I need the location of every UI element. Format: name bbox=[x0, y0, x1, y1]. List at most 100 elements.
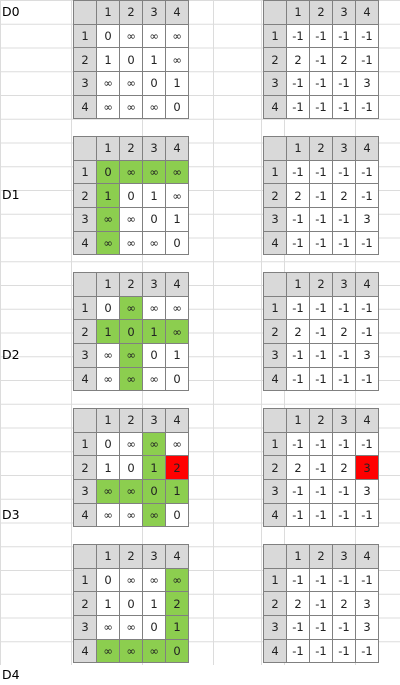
row-header-cell[interactable]: 4 bbox=[263, 366, 287, 392]
path-cell[interactable]: -1 bbox=[332, 638, 356, 664]
column-header-cell[interactable]: 1 bbox=[96, 136, 120, 161]
distance-cell[interactable]: 0 bbox=[165, 638, 189, 664]
row-header-cell[interactable]: 3 bbox=[263, 207, 287, 232]
distance-cell[interactable]: ∞ bbox=[119, 94, 143, 120]
distance-cell[interactable]: ∞ bbox=[165, 567, 189, 593]
path-cell[interactable]: -1 bbox=[309, 183, 333, 209]
distance-cell[interactable]: 0 bbox=[96, 159, 120, 185]
path-cell[interactable]: -1 bbox=[309, 319, 333, 345]
corner-cell[interactable] bbox=[263, 136, 287, 161]
column-header-cell[interactable]: 1 bbox=[96, 0, 120, 25]
row-header-cell[interactable]: 4 bbox=[73, 638, 97, 664]
path-cell[interactable]: 2 bbox=[332, 455, 356, 481]
row-header-cell[interactable]: 2 bbox=[263, 319, 287, 345]
path-cell[interactable]: -1 bbox=[355, 431, 379, 457]
path-cell[interactable]: 2 bbox=[332, 319, 356, 345]
corner-cell[interactable] bbox=[73, 0, 97, 25]
distance-cell[interactable]: 1 bbox=[96, 319, 120, 345]
distance-cell[interactable]: 1 bbox=[142, 183, 166, 209]
path-cell[interactable]: 2 bbox=[286, 47, 310, 73]
path-cell[interactable]: 3 bbox=[355, 343, 379, 368]
path-cell[interactable]: -1 bbox=[286, 23, 310, 49]
row-header-cell[interactable]: 2 bbox=[73, 183, 97, 209]
distance-cell[interactable]: ∞ bbox=[142, 94, 166, 120]
path-cell[interactable]: 2 bbox=[286, 591, 310, 617]
distance-cell[interactable]: ∞ bbox=[119, 366, 143, 392]
path-cell[interactable]: -1 bbox=[309, 591, 333, 617]
distance-cell[interactable]: 0 bbox=[96, 23, 120, 49]
row-header-cell[interactable]: 4 bbox=[263, 94, 287, 120]
distance-cell[interactable]: ∞ bbox=[119, 71, 143, 96]
column-header-cell[interactable]: 3 bbox=[142, 272, 166, 297]
row-header-cell[interactable]: 2 bbox=[263, 183, 287, 209]
distance-cell[interactable]: ∞ bbox=[96, 638, 120, 664]
distance-cell[interactable]: 1 bbox=[165, 71, 189, 96]
path-cell[interactable]: -1 bbox=[286, 479, 310, 504]
path-cell[interactable]: -1 bbox=[309, 159, 333, 185]
column-header-cell[interactable]: 3 bbox=[332, 136, 356, 161]
distance-cell[interactable]: 1 bbox=[142, 47, 166, 73]
path-cell[interactable]: -1 bbox=[332, 159, 356, 185]
path-cell[interactable]: -1 bbox=[309, 567, 333, 593]
column-header-cell[interactable]: 1 bbox=[286, 136, 310, 161]
path-cell[interactable]: -1 bbox=[286, 502, 310, 528]
corner-cell[interactable] bbox=[73, 408, 97, 433]
path-cell[interactable]: -1 bbox=[355, 230, 379, 256]
row-header-cell[interactable]: 3 bbox=[263, 343, 287, 368]
column-header-cell[interactable]: 4 bbox=[165, 408, 189, 433]
row-header-cell[interactable]: 4 bbox=[73, 502, 97, 528]
path-cell[interactable]: 3 bbox=[355, 71, 379, 96]
column-header-cell[interactable]: 4 bbox=[355, 408, 379, 433]
column-header-cell[interactable]: 3 bbox=[332, 0, 356, 25]
column-header-cell[interactable]: 2 bbox=[119, 272, 143, 297]
path-cell[interactable]: -1 bbox=[309, 615, 333, 640]
distance-cell[interactable]: ∞ bbox=[165, 295, 189, 321]
path-cell[interactable]: -1 bbox=[286, 567, 310, 593]
column-header-cell[interactable]: 2 bbox=[119, 136, 143, 161]
column-header-cell[interactable]: 4 bbox=[165, 0, 189, 25]
distance-cell[interactable]: 0 bbox=[142, 479, 166, 504]
distance-cell[interactable]: 1 bbox=[96, 455, 120, 481]
column-header-cell[interactable]: 1 bbox=[286, 544, 310, 569]
distance-cell[interactable]: ∞ bbox=[119, 479, 143, 504]
distance-cell[interactable]: 1 bbox=[165, 479, 189, 504]
distance-cell[interactable]: 1 bbox=[96, 591, 120, 617]
path-cell[interactable]: -1 bbox=[286, 207, 310, 232]
distance-cell[interactable]: 0 bbox=[142, 615, 166, 640]
row-header-cell[interactable]: 4 bbox=[73, 94, 97, 120]
row-header-cell[interactable]: 1 bbox=[263, 567, 287, 593]
path-cell[interactable]: -1 bbox=[309, 638, 333, 664]
corner-cell[interactable] bbox=[263, 272, 287, 297]
path-cell[interactable]: -1 bbox=[309, 502, 333, 528]
path-cell[interactable]: -1 bbox=[309, 71, 333, 96]
column-header-cell[interactable]: 2 bbox=[119, 408, 143, 433]
distance-cell[interactable]: 1 bbox=[96, 47, 120, 73]
row-header-cell[interactable]: 2 bbox=[263, 455, 287, 481]
distance-cell[interactable]: 2 bbox=[165, 591, 189, 617]
column-header-cell[interactable]: 4 bbox=[165, 136, 189, 161]
path-cell[interactable]: -1 bbox=[309, 366, 333, 392]
path-cell[interactable]: -1 bbox=[355, 23, 379, 49]
distance-cell[interactable]: 0 bbox=[142, 207, 166, 232]
path-cell[interactable]: -1 bbox=[286, 71, 310, 96]
column-header-cell[interactable]: 3 bbox=[332, 408, 356, 433]
column-header-cell[interactable]: 2 bbox=[309, 136, 333, 161]
distance-cell[interactable]: ∞ bbox=[96, 479, 120, 504]
row-header-cell[interactable]: 2 bbox=[263, 47, 287, 73]
path-cell[interactable]: -1 bbox=[309, 230, 333, 256]
path-cell[interactable]: -1 bbox=[355, 94, 379, 120]
path-cell[interactable]: -1 bbox=[309, 23, 333, 49]
column-header-cell[interactable]: 4 bbox=[355, 136, 379, 161]
path-cell[interactable]: 3 bbox=[355, 207, 379, 232]
distance-cell[interactable]: ∞ bbox=[96, 207, 120, 232]
path-cell[interactable]: -1 bbox=[332, 431, 356, 457]
column-header-cell[interactable]: 1 bbox=[96, 272, 120, 297]
distance-cell[interactable]: 0 bbox=[142, 71, 166, 96]
row-header-cell[interactable]: 3 bbox=[73, 71, 97, 96]
row-header-cell[interactable]: 3 bbox=[73, 343, 97, 368]
distance-cell[interactable]: ∞ bbox=[142, 295, 166, 321]
column-header-cell[interactable]: 1 bbox=[96, 544, 120, 569]
row-header-cell[interactable]: 3 bbox=[73, 615, 97, 640]
column-header-cell[interactable]: 2 bbox=[119, 544, 143, 569]
row-header-cell[interactable]: 4 bbox=[73, 366, 97, 392]
